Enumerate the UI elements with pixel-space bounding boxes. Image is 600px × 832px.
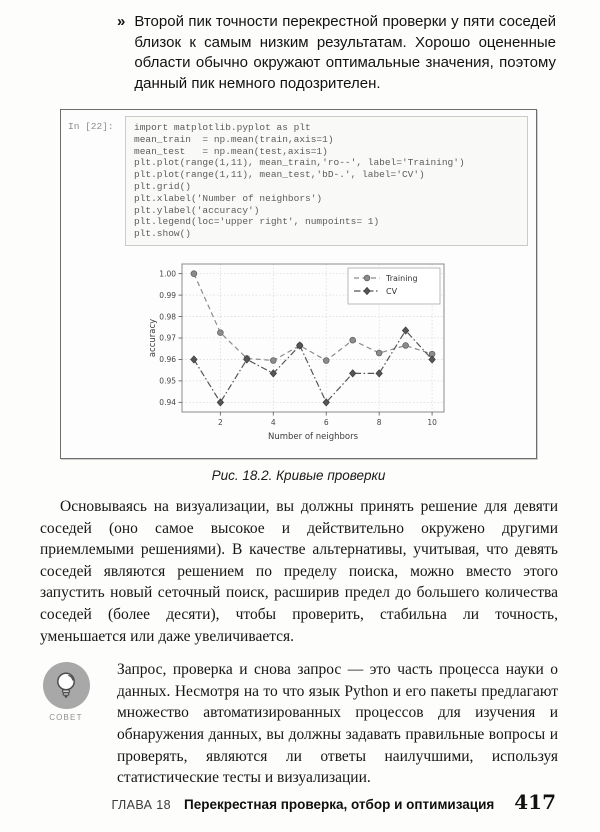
svg-text:0.98: 0.98 — [159, 312, 176, 321]
bullet-marker-icon: » — [117, 13, 126, 30]
svg-text:6: 6 — [324, 418, 329, 427]
code-row: In [22]: import matplotlib.pyplot as plt… — [68, 116, 528, 246]
bullet-text: Второй пик точности перекрестной проверк… — [134, 13, 556, 92]
tip-text: Запрос, проверка и снова запрос — это ча… — [117, 661, 558, 787]
tip-label: СОВЕТ — [49, 713, 83, 723]
code-block: import matplotlib.pyplot as plt mean_tra… — [125, 116, 528, 246]
chapter-title: Перекрестная проверка, отбор и оптимизац… — [183, 797, 495, 812]
svg-text:0.99: 0.99 — [159, 291, 176, 300]
svg-text:1.00: 1.00 — [159, 269, 176, 278]
svg-text:CV: CV — [386, 287, 398, 296]
lightbulb-icon — [42, 662, 90, 710]
svg-text:accuracy: accuracy — [148, 319, 158, 357]
svg-text:10: 10 — [427, 418, 437, 427]
svg-text:Training: Training — [385, 274, 418, 283]
svg-text:4: 4 — [271, 418, 276, 427]
svg-text:0.95: 0.95 — [159, 377, 176, 386]
bullet-point: » Второй пик точности перекрестной прове… — [0, 0, 600, 94]
figure-box: In [22]: import matplotlib.pyplot as plt… — [60, 109, 537, 459]
validation-curves-chart: 2 4 6 8 10 0.94 0.95 0.96 0.97 0.98 0.99 1.00 Number… — [68, 256, 528, 452]
svg-text:0.97: 0.97 — [159, 334, 176, 343]
tip-box: СОВЕТ Запрос, проверка и снова запрос — … — [38, 658, 558, 789]
code-text: import matplotlib.pyplot as plt mean_tra… — [134, 122, 465, 240]
figure-caption: Рис. 18.2. Кривые проверки — [211, 467, 386, 483]
page-number: 417 — [514, 790, 556, 814]
body-paragraph: Основываясь на визуализации, вы должны п… — [40, 497, 558, 645]
svg-text:8: 8 — [377, 418, 382, 427]
tip-icon-column: СОВЕТ — [38, 658, 94, 789]
chapter-label: ГЛАВА 18 — [111, 798, 171, 812]
code-input-label: In [22]: — [68, 121, 114, 132]
svg-text:2: 2 — [218, 418, 223, 427]
svg-text:0.94: 0.94 — [159, 398, 176, 407]
svg-text:0.96: 0.96 — [159, 355, 176, 364]
page-footer: ГЛАВА 18 Перекрестная проверка, отбор и … — [112, 790, 556, 814]
svg-text:Number of neighbors: Number of neighbors — [268, 432, 359, 442]
